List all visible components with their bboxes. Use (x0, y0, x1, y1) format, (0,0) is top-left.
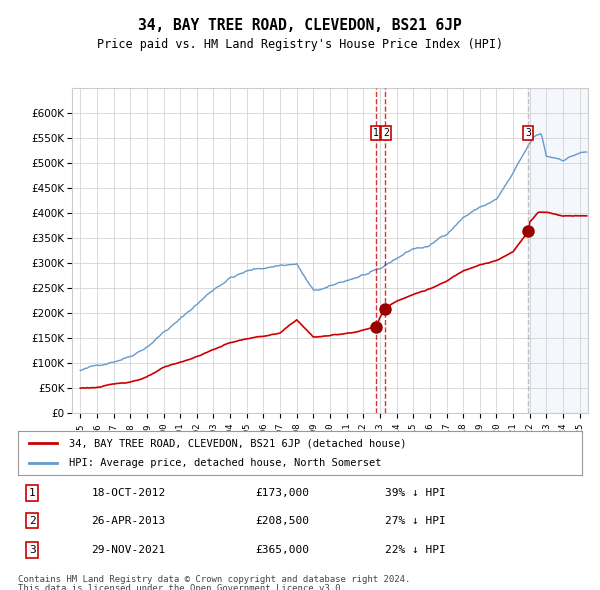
Text: £208,500: £208,500 (255, 516, 309, 526)
Text: £365,000: £365,000 (255, 545, 309, 555)
Text: 26-APR-2013: 26-APR-2013 (91, 516, 166, 526)
Text: 2: 2 (383, 129, 389, 139)
Text: Contains HM Land Registry data © Crown copyright and database right 2024.: Contains HM Land Registry data © Crown c… (18, 575, 410, 584)
Bar (528, 88, 588, 413)
Text: 29-NOV-2021: 29-NOV-2021 (91, 545, 166, 555)
Text: 34, BAY TREE ROAD, CLEVEDON, BS21 6JP (detached house): 34, BAY TREE ROAD, CLEVEDON, BS21 6JP (d… (69, 438, 406, 448)
Text: HPI: Average price, detached house, North Somerset: HPI: Average price, detached house, Nort… (69, 458, 381, 467)
Text: 2: 2 (29, 516, 35, 526)
Text: 1: 1 (373, 129, 379, 139)
Text: 3: 3 (526, 129, 531, 139)
Text: 1: 1 (29, 489, 35, 498)
Text: 18-OCT-2012: 18-OCT-2012 (91, 489, 166, 498)
Text: 27% ↓ HPI: 27% ↓ HPI (385, 516, 445, 526)
Text: 22% ↓ HPI: 22% ↓ HPI (385, 545, 445, 555)
Text: Price paid vs. HM Land Registry's House Price Index (HPI): Price paid vs. HM Land Registry's House … (97, 38, 503, 51)
Text: 34, BAY TREE ROAD, CLEVEDON, BS21 6JP: 34, BAY TREE ROAD, CLEVEDON, BS21 6JP (138, 18, 462, 32)
Text: This data is licensed under the Open Government Licence v3.0.: This data is licensed under the Open Gov… (18, 584, 346, 590)
Text: 3: 3 (29, 545, 35, 555)
Text: 39% ↓ HPI: 39% ↓ HPI (385, 489, 445, 498)
Text: £173,000: £173,000 (255, 489, 309, 498)
